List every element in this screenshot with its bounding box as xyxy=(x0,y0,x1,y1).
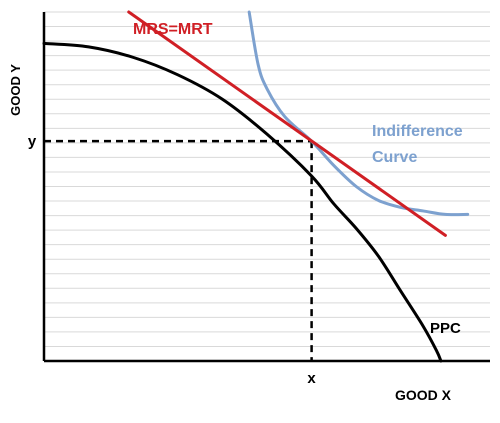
indifference-curve-label-line2: Curve xyxy=(372,149,417,166)
mrs-mrt-label: MRS=MRT xyxy=(133,21,213,38)
y-tick-label: y xyxy=(28,133,37,150)
series-lines xyxy=(42,10,470,363)
indifference-curve-label-line1: Indifference xyxy=(372,123,463,140)
x-tick-label: x xyxy=(307,370,316,387)
axes xyxy=(42,12,490,363)
ppc-label: PPC xyxy=(430,320,461,337)
y-axis-label: GOOD Y xyxy=(8,64,23,116)
grid-lines xyxy=(44,11,490,347)
labels: GOOD Y GOOD X y x MRS=MRT Indifference C… xyxy=(8,21,463,403)
tangency-guides xyxy=(44,139,313,361)
mrs-mrt-line xyxy=(127,10,447,237)
x-axis-label: GOOD X xyxy=(395,387,452,403)
indifference-curve xyxy=(247,10,470,217)
ppc-curve xyxy=(42,41,443,363)
